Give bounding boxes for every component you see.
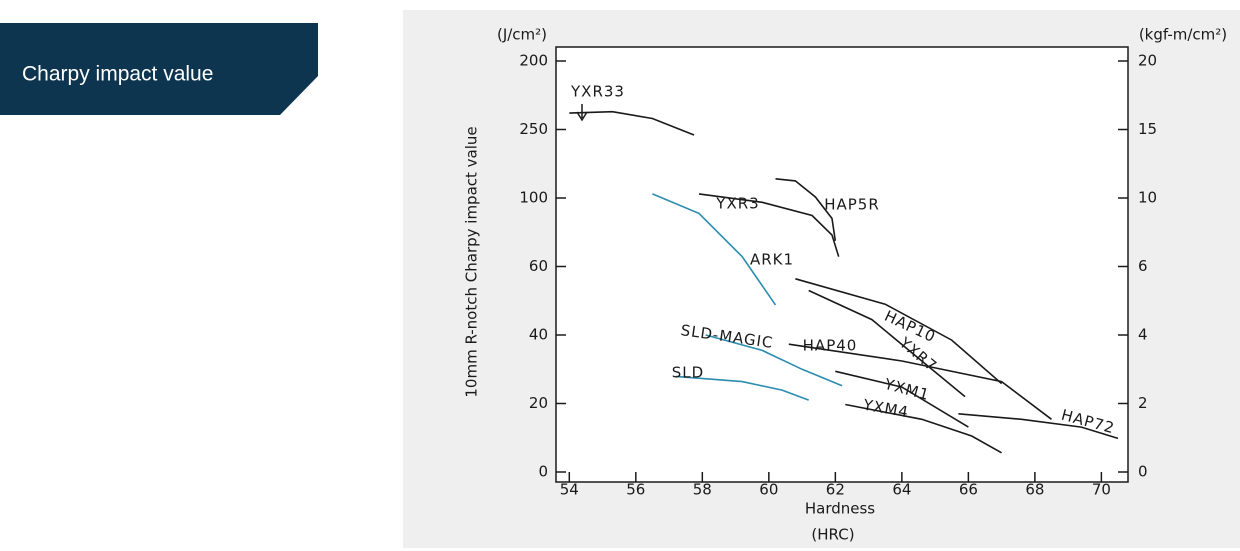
plot-frame [555, 46, 1129, 483]
y2-tick-label: 0 [538, 463, 548, 481]
x-axis-label: Hardness [805, 500, 875, 518]
y2-unit: (J/cm²) [497, 26, 547, 44]
series-label: SLD [672, 364, 704, 382]
y-tick-label: 0 [1138, 463, 1148, 481]
series-line [845, 403, 1002, 454]
series-line [569, 110, 695, 136]
series-line [958, 413, 1119, 440]
series-line [795, 278, 1003, 385]
series-label: HAP5R [824, 196, 880, 214]
y-tick-label: 10 [1138, 189, 1157, 207]
y2-tick-label: 40 [529, 326, 548, 344]
header-title: Charpy impact value [22, 63, 213, 86]
x-tick-label: 66 [959, 481, 978, 499]
annotation-arrow [576, 104, 588, 122]
series-line [652, 193, 777, 306]
y-unit: (kgf-m/cm²) [1139, 26, 1227, 44]
series-line [835, 370, 969, 428]
y2-tick-label: 250 [519, 120, 548, 138]
header-banner [0, 23, 318, 115]
series-line [698, 193, 840, 257]
y-tick-label: 6 [1138, 257, 1148, 275]
y2-tick-label: 60 [529, 257, 548, 275]
x-tick-label: 60 [759, 481, 778, 499]
series-label: YXR33 [570, 83, 625, 101]
x-tick-label: 56 [626, 481, 645, 499]
x-tick-label: 68 [1025, 481, 1044, 499]
series-line [808, 289, 966, 398]
x-axis-unit: (HRC) [811, 526, 854, 544]
series-label: YXR3 [715, 195, 759, 213]
y-tick-label: 15 [1138, 120, 1157, 138]
x-tick-label: 58 [693, 481, 712, 499]
x-tick-label: 64 [892, 481, 911, 499]
y2-tick-label: 100 [519, 189, 548, 207]
y-tick-label: 4 [1138, 326, 1148, 344]
series-line [775, 178, 837, 241]
series-label: ARK1 [750, 251, 794, 269]
x-tick-label: 62 [826, 481, 845, 499]
series-line [675, 375, 809, 401]
y2-tick-label: 20 [529, 394, 548, 412]
y-axis-label: 10mm R-notch Charpy impact value [463, 126, 481, 397]
series-line [788, 343, 1052, 420]
y2-tick-label: 200 [519, 52, 548, 70]
x-tick-label: 70 [1092, 481, 1111, 499]
y-tick-label: 2 [1138, 394, 1148, 412]
x-tick-label: 54 [560, 481, 579, 499]
series-label: HAP40 [803, 337, 858, 355]
y-tick-label: 20 [1138, 52, 1157, 70]
series-line [705, 334, 843, 387]
